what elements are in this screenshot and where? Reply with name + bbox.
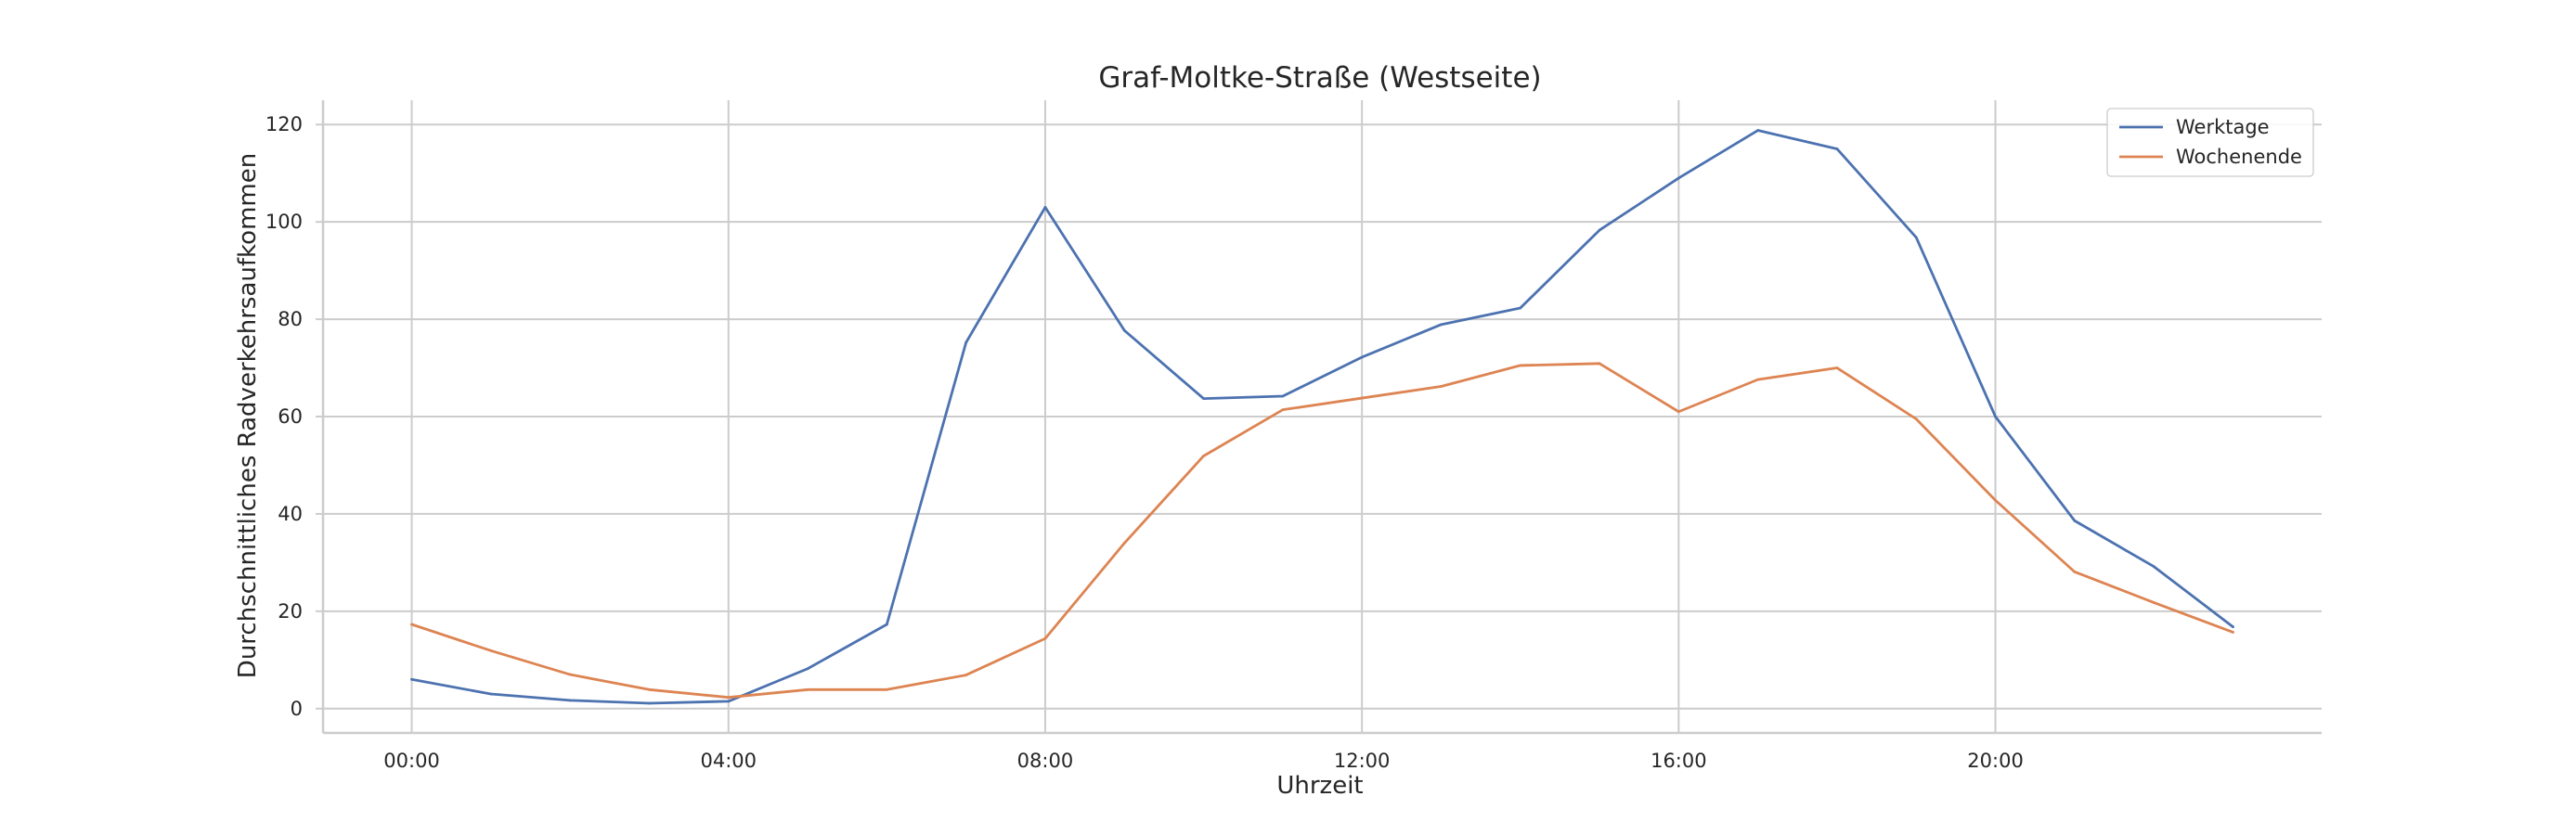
- data-point-werktage: [1519, 306, 1522, 310]
- data-point-wochenende: [1914, 418, 1918, 421]
- x-tick-label: 08:00: [1017, 750, 1074, 772]
- y-tick-label: 100: [265, 211, 303, 233]
- data-point-wochenende: [1440, 385, 1443, 388]
- data-point-werktage: [1994, 415, 1997, 418]
- x-tick-label: 00:00: [383, 750, 440, 772]
- data-point-werktage: [885, 623, 888, 626]
- data-point-wochenende: [964, 674, 968, 676]
- data-point-wochenende: [1676, 410, 1680, 414]
- legend-box: [2106, 108, 2314, 177]
- y-tick-label: 60: [278, 405, 303, 428]
- data-point-wochenende: [648, 687, 651, 691]
- legend-label-wochenende: Wochenende: [2176, 146, 2302, 168]
- data-point-wochenende: [1202, 455, 1205, 457]
- data-point-wochenende: [806, 687, 809, 691]
- data-point-werktage: [2232, 625, 2234, 629]
- data-point-werktage: [1122, 328, 1126, 332]
- data-point-werktage: [1835, 148, 1839, 150]
- data-point-wochenende: [1360, 396, 1364, 400]
- data-point-werktage: [1440, 323, 1443, 327]
- data-point-werktage: [1360, 355, 1364, 359]
- data-point-werktage: [1914, 236, 1918, 239]
- data-point-wochenende: [2152, 601, 2155, 604]
- data-point-werktage: [1756, 129, 1760, 132]
- data-point-wochenende: [1122, 542, 1126, 545]
- data-point-wochenende: [1519, 364, 1522, 367]
- data-point-werktage: [1281, 394, 1285, 398]
- axes: [316, 100, 2322, 735]
- data-point-werktage: [964, 340, 968, 344]
- series-layer: [410, 129, 2234, 705]
- x-tick-label: 16:00: [1650, 750, 1707, 772]
- y-axis-label: Durchschnittliches Radverkehrsaufkommen: [234, 153, 262, 678]
- data-point-wochenende: [727, 696, 731, 700]
- data-point-werktage: [2152, 565, 2155, 568]
- y-tick-label: 40: [278, 503, 303, 525]
- data-point-werktage: [727, 700, 731, 703]
- data-point-werktage: [2073, 519, 2077, 522]
- data-point-wochenende: [1835, 366, 1839, 369]
- data-point-werktage: [1202, 397, 1205, 400]
- data-point-wochenende: [2073, 570, 2077, 573]
- data-point-wochenende: [1994, 498, 1997, 502]
- data-point-wochenende: [1281, 408, 1285, 412]
- tick-labels: 0 20 40 60 80 100 120 00:00 04:00 08:00 12:00 16:00…: [265, 113, 2024, 772]
- data-point-werktage: [568, 699, 572, 702]
- data-point-wochenende: [885, 687, 888, 691]
- x-tick-label: 04:00: [700, 750, 757, 772]
- y-tick-label: 20: [278, 600, 303, 623]
- x-tick-label: 12:00: [1334, 750, 1391, 772]
- legend: Werktage Wochenende: [2106, 108, 2314, 177]
- data-point-werktage: [806, 667, 809, 671]
- data-point-werktage: [1043, 206, 1047, 209]
- data-point-werktage: [410, 677, 413, 681]
- data-point-wochenende: [568, 673, 572, 676]
- chart-title: Graf-Moltke-Straße (Westseite): [1098, 61, 1541, 95]
- y-tick-label: 0: [291, 698, 303, 720]
- grid-lines: [323, 100, 2322, 733]
- x-axis-label: Uhrzeit: [1276, 772, 1363, 800]
- data-point-werktage: [1598, 228, 1601, 232]
- data-point-wochenende: [489, 649, 493, 652]
- data-point-wochenende: [1598, 362, 1601, 366]
- data-point-werktage: [648, 701, 651, 705]
- x-tick-label: 20:00: [1967, 750, 2024, 772]
- data-point-wochenende: [2232, 631, 2234, 634]
- legend-label-werktage: Werktage: [2176, 116, 2270, 138]
- data-point-wochenende: [1756, 378, 1760, 381]
- y-tick-label: 120: [265, 113, 303, 135]
- series-line-wochenende: [410, 362, 2234, 700]
- y-tick-label: 80: [278, 308, 303, 330]
- data-point-werktage: [1676, 176, 1680, 180]
- data-point-werktage: [489, 692, 493, 696]
- data-point-wochenende: [1043, 636, 1047, 640]
- series-line-werktage: [410, 129, 2234, 705]
- data-point-wochenende: [410, 623, 413, 626]
